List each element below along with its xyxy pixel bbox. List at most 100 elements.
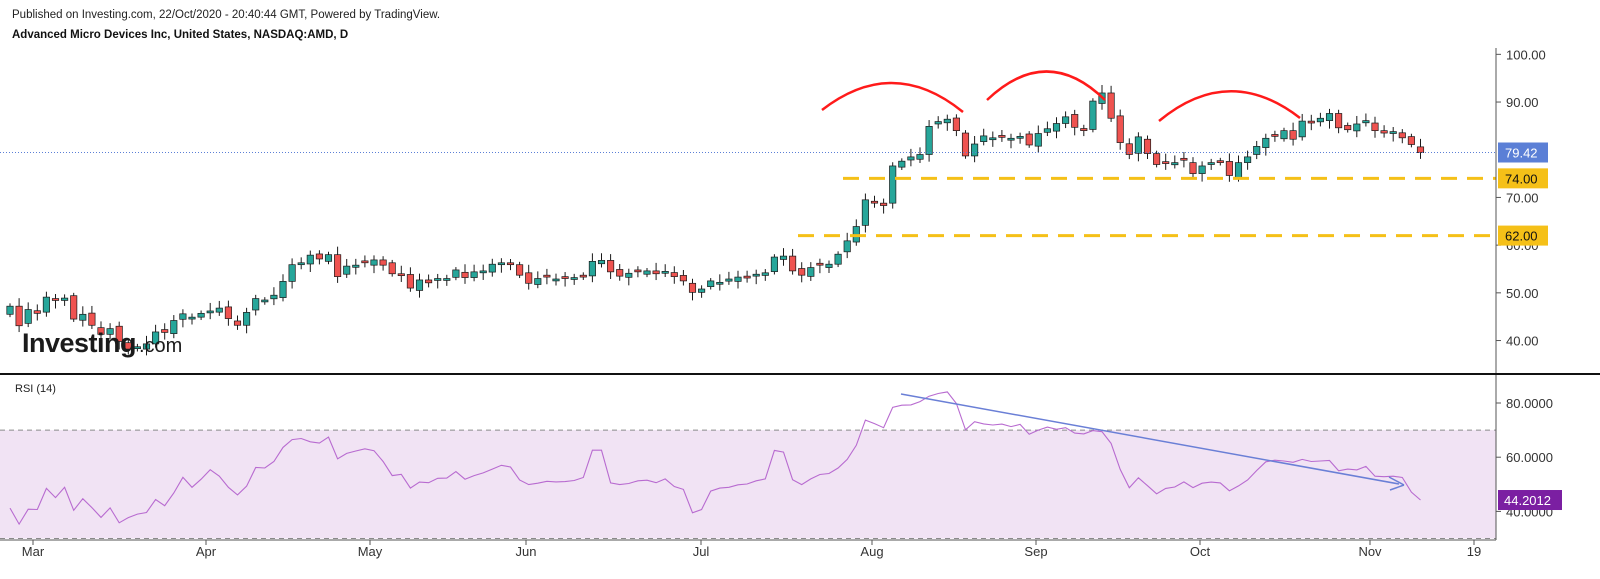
candle-49 xyxy=(452,267,460,281)
candle-body xyxy=(597,260,606,265)
candle-47 xyxy=(434,273,442,289)
candle-45 xyxy=(415,273,424,298)
candle-64 xyxy=(588,253,596,283)
candle-body xyxy=(297,262,305,266)
candle-body xyxy=(261,299,269,303)
candle-body xyxy=(1080,128,1088,132)
candle-111 xyxy=(1016,132,1024,144)
candle-122 xyxy=(1116,109,1124,150)
candle-63 xyxy=(579,272,587,280)
candle-153 xyxy=(1398,129,1406,144)
candle-body xyxy=(315,253,323,260)
candle-86 xyxy=(789,248,797,275)
candle-body xyxy=(770,256,778,272)
candle-7 xyxy=(70,292,78,322)
instrument-title: Advanced Micro Devices Inc, United State… xyxy=(12,29,349,41)
candle-body xyxy=(124,342,132,350)
candle-body xyxy=(479,270,487,274)
candle-body xyxy=(370,259,378,266)
candle-131 xyxy=(1198,161,1206,182)
candle-body xyxy=(425,279,433,284)
candle-12 xyxy=(115,321,123,350)
candle-body xyxy=(197,312,205,318)
support-tag-0-box xyxy=(1498,168,1548,189)
candle-59 xyxy=(543,268,551,285)
candle-body xyxy=(616,269,624,277)
candle-98 xyxy=(898,158,906,171)
publication-note: Published on Investing.com, 22/Oct/2020 … xyxy=(12,9,441,21)
candle-body xyxy=(716,281,724,285)
candle-8 xyxy=(79,306,87,327)
candle-48 xyxy=(443,274,451,286)
candle-body xyxy=(1034,133,1042,147)
rsi-tick-label: 80.0000 xyxy=(1506,396,1553,411)
candle-body xyxy=(534,278,542,285)
candle-14 xyxy=(133,343,141,352)
candle-body xyxy=(1262,137,1270,148)
candle-body xyxy=(470,271,478,278)
candle-body xyxy=(243,312,251,326)
price-tick-label: 100.00 xyxy=(1506,47,1546,62)
candle-body xyxy=(980,135,988,142)
candle-body xyxy=(79,313,87,321)
candle-body xyxy=(870,200,879,204)
candle-107 xyxy=(980,128,988,146)
candle-44 xyxy=(406,267,414,292)
candle-62 xyxy=(570,273,578,285)
candle-body xyxy=(743,275,751,279)
candle-77 xyxy=(707,278,715,290)
rsi-series xyxy=(9,391,1421,526)
candle-body xyxy=(1062,116,1070,124)
candle-body xyxy=(1398,132,1406,139)
candle-body xyxy=(206,310,214,314)
candle-35 xyxy=(324,251,333,265)
candle-78 xyxy=(716,274,724,291)
candle-127 xyxy=(1162,153,1170,170)
last-price-tag: 79.42 xyxy=(1498,142,1548,163)
candle-body xyxy=(24,309,32,324)
candle-body xyxy=(952,117,960,132)
price-tick-label: 70.00 xyxy=(1506,190,1539,205)
candle-22 xyxy=(206,302,214,320)
candle-body xyxy=(233,320,242,326)
candle-102 xyxy=(934,116,942,129)
candle-body xyxy=(989,137,997,141)
candle-31 xyxy=(288,258,296,289)
candle-body xyxy=(971,143,979,157)
candle-body xyxy=(1234,162,1243,179)
candle-body xyxy=(443,278,451,281)
candle-58 xyxy=(534,271,542,289)
candle-body xyxy=(1089,100,1097,130)
candle-body xyxy=(707,280,715,287)
candle-body xyxy=(51,298,60,301)
candle-82 xyxy=(752,269,760,285)
last-price-tag-box xyxy=(1498,142,1548,163)
candle-body xyxy=(798,268,806,276)
candle-body xyxy=(789,255,797,272)
candle-51 xyxy=(470,264,478,282)
candle-body xyxy=(252,298,260,311)
candle-body xyxy=(88,312,96,326)
candle-154 xyxy=(1407,133,1415,148)
pattern-arc-2 xyxy=(1158,90,1301,122)
candle-body xyxy=(397,273,405,277)
candle-144 xyxy=(1316,112,1324,127)
candle-50 xyxy=(461,264,469,284)
candle-body xyxy=(142,343,151,350)
candle-body xyxy=(497,262,505,266)
candle-body xyxy=(579,274,587,278)
candle-body xyxy=(752,273,760,277)
x-tick-label: Jun xyxy=(516,544,537,559)
candle-body xyxy=(734,276,742,282)
candle-body xyxy=(506,262,515,266)
candle-body xyxy=(170,320,178,334)
candle-67 xyxy=(616,264,624,281)
candle-66 xyxy=(607,254,615,280)
x-tick-label: Aug xyxy=(860,544,883,559)
candle-140 xyxy=(1280,127,1288,142)
candle-124 xyxy=(1134,132,1142,162)
candle-body xyxy=(552,278,560,282)
candle-body xyxy=(861,199,869,226)
candle-88 xyxy=(807,262,815,281)
